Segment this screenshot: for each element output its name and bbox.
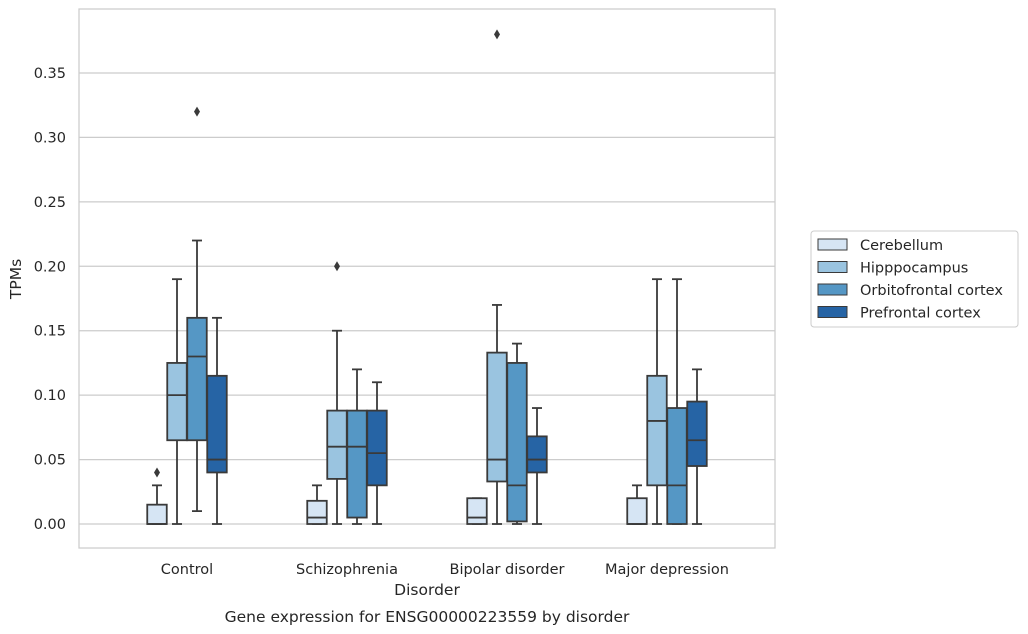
box <box>146 503 168 525</box>
box-cerebellum <box>466 497 488 525</box>
y-tick-label: 0.10 <box>34 388 66 404</box>
legend-swatch <box>817 283 848 296</box>
box <box>526 435 548 474</box>
box <box>346 409 368 519</box>
box-cerebellum <box>306 484 328 525</box>
box <box>486 351 508 483</box>
box <box>306 499 328 525</box>
legend-label: Hipppocampus <box>860 261 968 277</box>
outlier-point <box>494 29 500 40</box>
box-prefrontal-cortex <box>686 368 708 525</box>
box <box>326 409 348 480</box>
box <box>626 497 648 525</box>
box-hipppocampus <box>486 29 508 525</box>
legend-label: Cerebellum <box>860 238 943 254</box>
x-tick-label: Control <box>161 562 213 578</box>
box <box>466 497 488 525</box>
y-axis-label: TPMs <box>7 259 25 300</box>
x-tick-label: Schizophrenia <box>296 562 398 578</box>
box-cerebellum <box>626 484 648 525</box>
box-prefrontal-cortex <box>206 316 228 525</box>
outlier-point <box>194 106 200 117</box>
y-tick-label: 0.30 <box>34 130 66 146</box>
box-orbitofrontal-cortex <box>186 106 208 513</box>
box <box>166 362 188 442</box>
box <box>206 374 228 474</box>
legend-swatch <box>817 306 848 318</box>
y-tick-label: 0.00 <box>34 517 66 533</box>
box <box>646 374 668 487</box>
legend-frame <box>810 230 1019 328</box>
box <box>666 407 688 525</box>
y-tick-label: 0.25 <box>34 195 66 211</box>
legend-label: Orbitofrontal cortex <box>860 283 1003 299</box>
box <box>186 316 208 442</box>
y-tick-label: 0.15 <box>34 324 66 340</box>
box-prefrontal-cortex <box>526 407 548 525</box>
y-tick-label: 0.05 <box>34 453 66 469</box>
x-tick-labels: Control Schizophrenia Bipolar disorder Majo… <box>161 562 729 578</box>
box-groups <box>146 29 708 525</box>
legend-swatch <box>817 261 848 273</box>
legend-swatch <box>817 238 848 251</box>
x-tick-label: Bipolar disorder <box>450 562 565 578</box>
y-tick-label: 0.35 <box>34 66 66 82</box>
legend: Cerebellum Hipppocampus Orbitofrontal cort… <box>810 230 1019 328</box>
plot-frame <box>78 8 776 549</box>
x-tick-label: Major depression <box>605 562 729 578</box>
y-tick-label: 0.20 <box>34 259 66 275</box>
box-prefrontal-cortex <box>366 381 388 525</box>
x-axis-label: Disorder <box>394 581 460 599</box>
box <box>686 400 708 467</box>
y-tick-labels: 0.00 0.05 0.10 0.15 0.20 0.25 0.30 0.35 <box>34 66 66 533</box>
legend-label: Prefrontal cortex <box>860 306 981 322</box>
outlier-point <box>334 261 340 272</box>
box-cerebellum <box>146 467 168 525</box>
box-orbitofrontal-cortex <box>666 278 688 525</box>
box <box>506 362 528 523</box>
figure-caption: Gene expression for ENSG00000223559 by d… <box>225 608 630 626</box>
outlier-point <box>154 467 160 478</box>
box <box>366 409 388 487</box>
box-orbitofrontal-cortex <box>506 342 528 525</box>
